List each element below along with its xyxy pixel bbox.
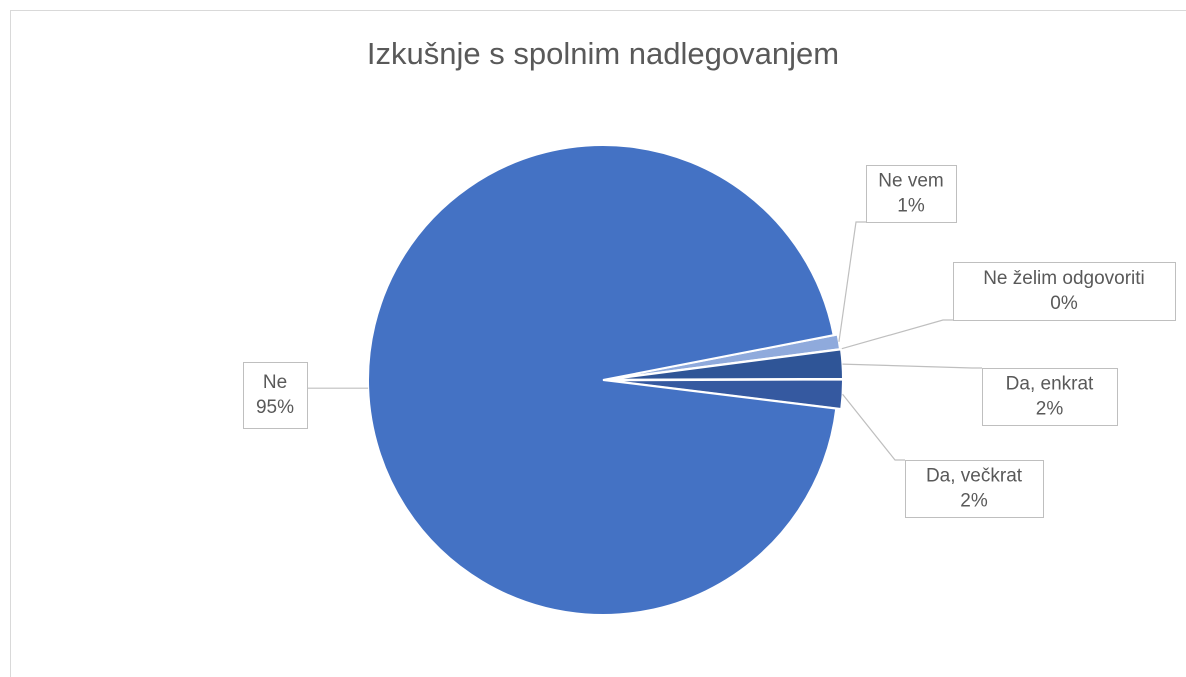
label-box	[905, 460, 1044, 518]
label-box	[866, 165, 957, 223]
data-label-value: 2%	[960, 491, 988, 512]
chart-title: Izkušnje s spolnim nadlegovanjem	[367, 36, 839, 71]
data-label-value: 0%	[1050, 293, 1078, 314]
data-label-value: 2%	[1036, 399, 1064, 420]
label-box	[243, 362, 308, 429]
label-box	[953, 262, 1176, 321]
leader-line	[842, 363, 982, 369]
label-box	[982, 368, 1118, 426]
data-label-category: Da, enkrat	[1006, 374, 1094, 395]
data-label-category: Da, večkrat	[926, 466, 1023, 487]
data-label-value: 1%	[897, 196, 925, 217]
data-label-category: Ne	[263, 372, 287, 393]
data-label-category: Ne želim odgovoriti	[983, 268, 1145, 289]
leader-line	[839, 319, 953, 350]
leader-line	[842, 393, 905, 461]
chart-border	[10, 10, 1186, 677]
data-label-value: 95%	[256, 397, 294, 418]
leader-line	[838, 221, 866, 342]
data-label-category: Ne vem	[878, 171, 943, 192]
